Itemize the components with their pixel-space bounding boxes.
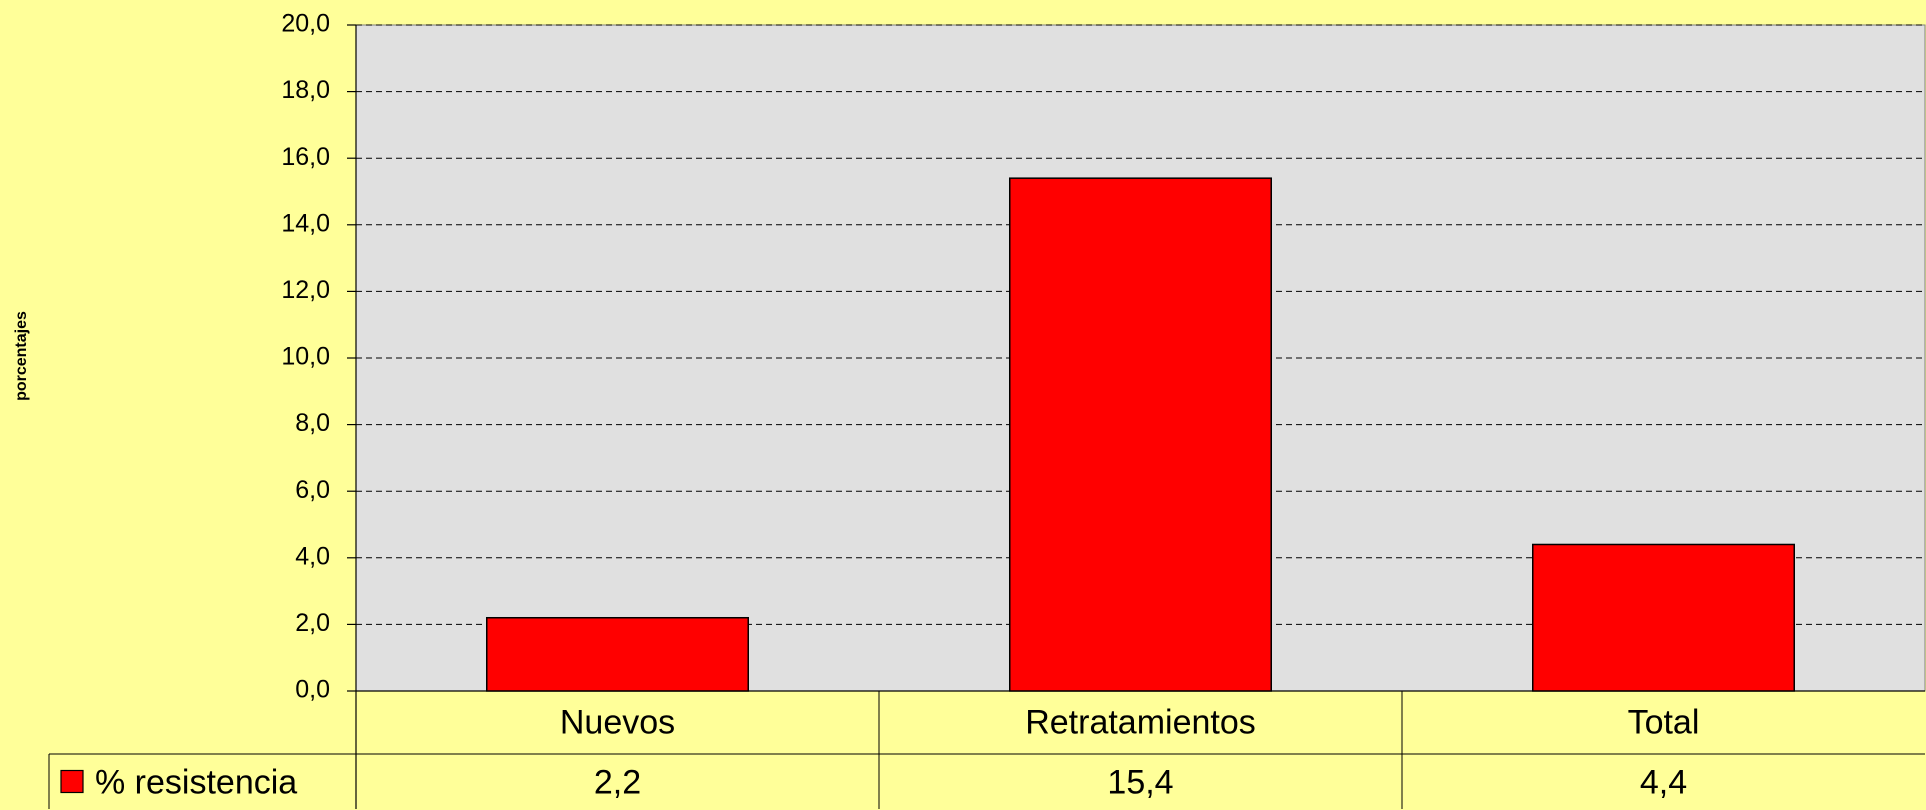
y-tick-label: 2,0 <box>295 609 330 637</box>
bar <box>1009 177 1272 692</box>
y-tick-label: 0,0 <box>295 676 330 704</box>
legend-key <box>60 769 84 794</box>
y-tick-label: 16,0 <box>281 143 330 171</box>
y-axis-label: porcentajes <box>13 311 30 401</box>
legend-label: % resistencia <box>95 763 297 801</box>
data-table-value: 15,4 <box>1107 763 1173 801</box>
data-table-value: 4,4 <box>1640 763 1687 801</box>
y-tick-label: 14,0 <box>281 209 330 237</box>
x-tick-label: Nuevos <box>560 703 675 741</box>
x-tick-label: Total <box>1628 703 1700 741</box>
y-tick-label: 18,0 <box>281 76 330 104</box>
y-tick-label: 12,0 <box>281 276 330 304</box>
y-tick-label: 4,0 <box>295 542 330 570</box>
y-tick-label: 20,0 <box>281 10 330 38</box>
bar <box>1532 543 1795 692</box>
data-table-value: 2,2 <box>594 763 641 801</box>
bar <box>486 616 749 692</box>
y-tick-label: 6,0 <box>295 476 330 504</box>
y-tick-label: 10,0 <box>281 343 330 371</box>
x-tick-label: Retratamientos <box>1025 703 1256 741</box>
y-tick-label: 8,0 <box>295 409 330 437</box>
